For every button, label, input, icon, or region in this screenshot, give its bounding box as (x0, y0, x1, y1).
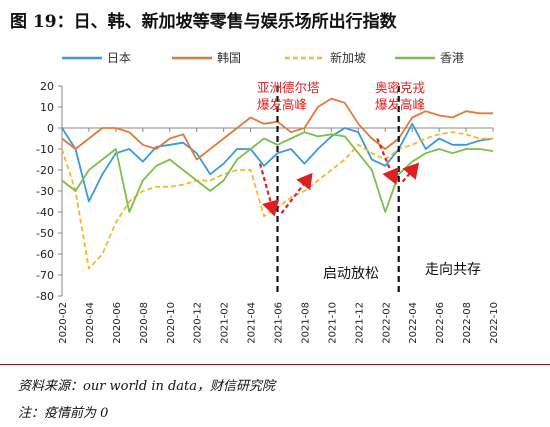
x-tick-label: 2021-06 (274, 302, 285, 344)
x-tick-label: 2021-10 (327, 302, 338, 344)
x-tick-label: 2020-10 (166, 302, 177, 344)
delta-annotation: 爆发高峰 (257, 97, 308, 112)
source-note: 资料来源：our world in data，财信研究院 (18, 379, 276, 394)
chart-series (61, 97, 494, 270)
y-tick-label: 10 (40, 101, 54, 114)
chart-legend: 日本 韩国 新加坡 香港 (62, 50, 464, 65)
y-tick-label: -60 (36, 248, 54, 261)
series-line-4 (61, 131, 494, 213)
y-tick-label: -10 (36, 143, 54, 156)
legend-label: 韩国 (217, 50, 241, 65)
x-tick-label: 2022-08 (462, 302, 473, 344)
omicron-arrow-up (401, 162, 420, 183)
x-tick-label: 2022-10 (489, 302, 500, 344)
y-tick-label: -80 (36, 290, 54, 303)
y-tick-label: -40 (36, 206, 54, 219)
delta-arrow-up (280, 172, 313, 214)
x-tick-label: 2021-02 (220, 302, 231, 344)
x-tick-label: 2020-12 (193, 302, 204, 344)
omicron-annotation: 奥密克戎 (375, 80, 426, 95)
delta-annotation: 亚洲德尔塔 (257, 80, 320, 95)
omicron-arrow-down (376, 138, 399, 185)
delta-arrow-down (258, 163, 280, 217)
legend-label: 香港 (440, 51, 464, 65)
omicron-annotation: 爆发高峰 (375, 97, 426, 112)
figure-footer: 资料来源：our world in data，财信研究院 注：疫情前为 0 (0, 364, 550, 427)
phase-label-start: 启动放松 (323, 266, 379, 282)
y-tick-label: -30 (36, 185, 54, 198)
x-tick-label: 2022-02 (381, 302, 392, 344)
footnote: 注：疫情前为 0 (18, 406, 109, 421)
x-tick-label: 2020-08 (139, 302, 150, 344)
legend-label: 日本 (107, 51, 131, 65)
chart-axes: 20 10 0 -10 -20 -30 -40 -50 -60 -70 -80 2020-02 2020… (36, 80, 500, 344)
chart: 20 10 0 -10 -20 -30 -40 -50 -60 -70 -80 2020-02 2020… (36, 50, 500, 344)
x-tick-label: 2021-12 (354, 302, 365, 344)
y-tick-label: -70 (36, 269, 54, 282)
y-tick-label: -50 (36, 227, 54, 240)
x-tick-label: 2020-02 (58, 302, 69, 344)
y-tick-label: 20 (40, 80, 54, 93)
legend-label: 新加坡 (330, 50, 366, 65)
x-tick-label: 2022-06 (435, 302, 446, 344)
x-tick-label: 2021-04 (247, 302, 258, 344)
y-tick-label: -20 (36, 164, 54, 177)
y-tick-label: 0 (47, 122, 54, 135)
phase-label-coexist: 走向共存 (425, 262, 481, 278)
x-tick-label: 2020-04 (85, 302, 96, 344)
x-tick-label: 2020-06 (112, 302, 123, 344)
x-tick-label: 2021-08 (300, 302, 311, 344)
figure-title: 图 19：日、韩、新加坡等零售与娱乐场所出行指数 (10, 12, 397, 32)
x-tick-label: 2022-04 (408, 302, 419, 344)
